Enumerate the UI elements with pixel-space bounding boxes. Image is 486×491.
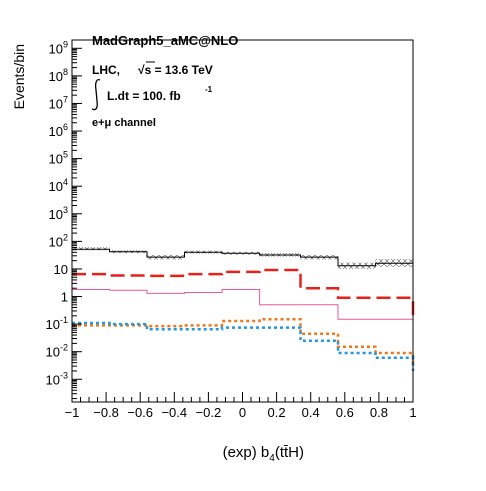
x-axis-label: (exp) b4(tt̄H) [223,444,304,464]
annotation-lhc: LHC, [92,63,120,77]
series-pink [72,289,414,336]
series-red_dashed [72,268,415,319]
x-tick-label: 0.4 [302,405,320,420]
y-tick-label: 10 [54,262,68,277]
y-tick-label: 10-2 [46,343,68,360]
annotation-channel: e+μ channel [92,117,156,129]
series-total [72,248,414,280]
y-tick-label: 105 [49,150,68,167]
chart-title: MadGraph5_aMC@NLO [92,33,238,48]
y-tick-label: 1 [61,290,68,305]
series-layer [72,248,415,371]
x-tick-label: 0 [239,405,246,420]
x-tick-label: −1 [65,405,80,420]
integral-sign [91,78,101,111]
y-tick-label: 103 [49,205,68,222]
y-tick-label: 108 [49,67,68,84]
x-tick-label: 1 [409,405,416,420]
y-tick-label: 107 [49,94,68,111]
y-tick-label: 106 [49,122,68,139]
x-axis: −1 −0.8 −0.6 −0.4 −0.2 0 0.2 0.4 0.6 0.8 1 [65,392,417,420]
x-tick-label: −0.6 [127,405,153,420]
y-axis: 10-3 10-2 10-1 1 10 102 103 104 105 106 107 108 109 [46,39,82,400]
annotation-lumi-sup: -1 [205,85,213,94]
x-tick-label: 0.8 [370,405,388,420]
y-tick-label: 109 [49,39,68,56]
series-orange_dotted [72,318,415,367]
x-tick-label: 0.6 [336,405,354,420]
x-tick-label: 0.2 [268,405,286,420]
y-tick-label: 10-3 [46,370,68,387]
x-tick-label: −0.8 [93,405,119,420]
annotation-lumi: L.dt = 100. fb [107,89,181,103]
y-tick-label: 104 [49,177,68,194]
annotation-sqrt: √s = 13.6 TeV [138,63,213,77]
series-blue_dotted [72,321,415,371]
y-tick-label: 102 [49,232,68,249]
x-tick-label: −0.2 [196,405,222,420]
x-tick-label: −0.4 [161,405,187,420]
y-tick-label: 10-1 [46,315,68,332]
y-axis-label: Events/bin [11,44,27,109]
